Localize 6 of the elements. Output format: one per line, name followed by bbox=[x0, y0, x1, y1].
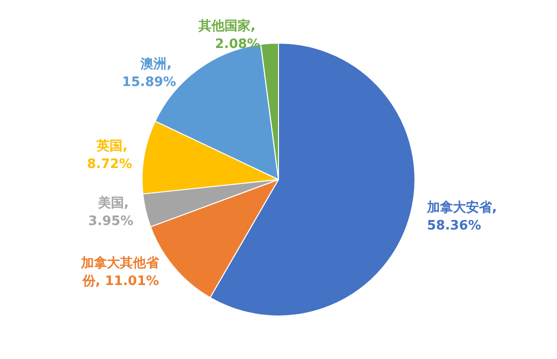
slice-label: 加拿大其他省份, 11.01% bbox=[80, 255, 160, 290]
slice-label: 加拿大安省, 58.36% bbox=[426, 199, 502, 234]
slice-label: 美国, 3.95% bbox=[88, 194, 134, 229]
slice-label: 其他国家, 2.08% bbox=[198, 18, 260, 52]
slice-label: 英国, 8.72% bbox=[86, 138, 132, 172]
slice-label: 澳洲, 15.89% bbox=[122, 56, 176, 90]
